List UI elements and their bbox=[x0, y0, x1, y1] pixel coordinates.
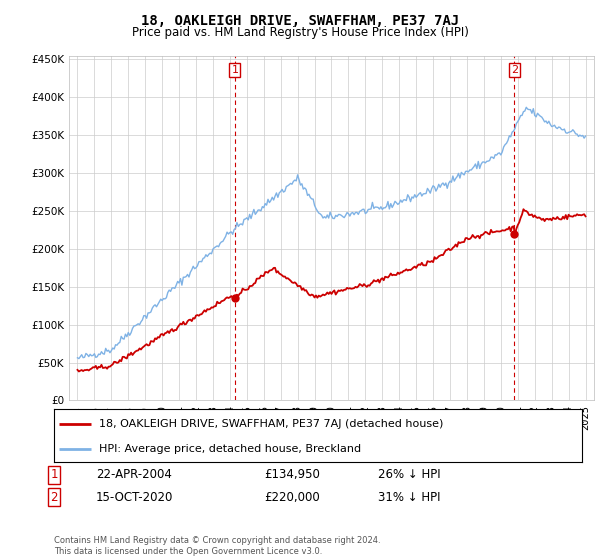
Text: 1: 1 bbox=[232, 64, 238, 74]
Text: 2: 2 bbox=[50, 491, 58, 504]
Text: £134,950: £134,950 bbox=[264, 468, 320, 482]
Text: 18, OAKLEIGH DRIVE, SWAFFHAM, PE37 7AJ (detached house): 18, OAKLEIGH DRIVE, SWAFFHAM, PE37 7AJ (… bbox=[99, 419, 443, 429]
Text: 1: 1 bbox=[50, 468, 58, 482]
Text: 18, OAKLEIGH DRIVE, SWAFFHAM, PE37 7AJ: 18, OAKLEIGH DRIVE, SWAFFHAM, PE37 7AJ bbox=[141, 14, 459, 28]
Text: Contains HM Land Registry data © Crown copyright and database right 2024.
This d: Contains HM Land Registry data © Crown c… bbox=[54, 536, 380, 556]
Text: 2: 2 bbox=[511, 64, 518, 74]
Text: £220,000: £220,000 bbox=[264, 491, 320, 504]
Text: 22-APR-2004: 22-APR-2004 bbox=[96, 468, 172, 482]
Text: 15-OCT-2020: 15-OCT-2020 bbox=[96, 491, 173, 504]
Text: Price paid vs. HM Land Registry's House Price Index (HPI): Price paid vs. HM Land Registry's House … bbox=[131, 26, 469, 39]
Text: HPI: Average price, detached house, Breckland: HPI: Average price, detached house, Brec… bbox=[99, 444, 361, 454]
Text: 31% ↓ HPI: 31% ↓ HPI bbox=[378, 491, 440, 504]
Text: 26% ↓ HPI: 26% ↓ HPI bbox=[378, 468, 440, 482]
